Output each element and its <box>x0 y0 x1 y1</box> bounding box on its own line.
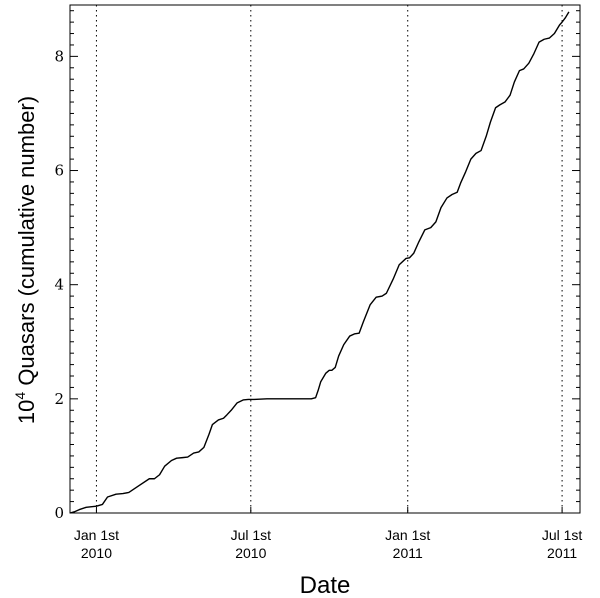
y-axis-title-rest: Quasars (cumulative number) <box>14 96 39 392</box>
x-tick-label-line2-3: 2011 <box>547 545 577 561</box>
y-tick-label-4: 8 <box>54 47 64 65</box>
y-axis-title: 104 Quasars (cumulative number) <box>12 96 39 424</box>
x-tick-label-line2-1: 2010 <box>235 545 266 561</box>
plot-area <box>69 4 581 514</box>
x-tick-label-line2-0: 2010 <box>81 545 112 561</box>
x-tick-label-line1-1: Jul 1st <box>231 527 272 543</box>
x-tick-label-line1-2: Jan 1st <box>385 527 430 543</box>
x-tick-label-line1-3: Jul 1st <box>542 527 583 543</box>
y-tick-label-2: 4 <box>54 276 64 294</box>
y-axis-title-exponent: 4 <box>12 392 28 400</box>
x-tick-label-line1-0: Jan 1st <box>74 527 119 543</box>
series-line-cumulative-quasars <box>69 11 570 514</box>
x-tick-label-line2-2: 2011 <box>393 545 423 561</box>
reference-lines <box>95 5 563 513</box>
x-axis-title: Date <box>300 572 351 598</box>
axis-tick-labels: 0 2 4 6 8 Jan 1st 2010 Jul 1st 2010 Jan 1st 2011 Ju… <box>54 47 582 561</box>
y-tick-label-1: 2 <box>54 390 64 408</box>
y-axis-title-base: 10 <box>14 400 39 424</box>
axis-ticks <box>70 10 580 514</box>
y-tick-label-3: 6 <box>54 162 64 180</box>
y-tick-label-0: 0 <box>54 504 64 522</box>
